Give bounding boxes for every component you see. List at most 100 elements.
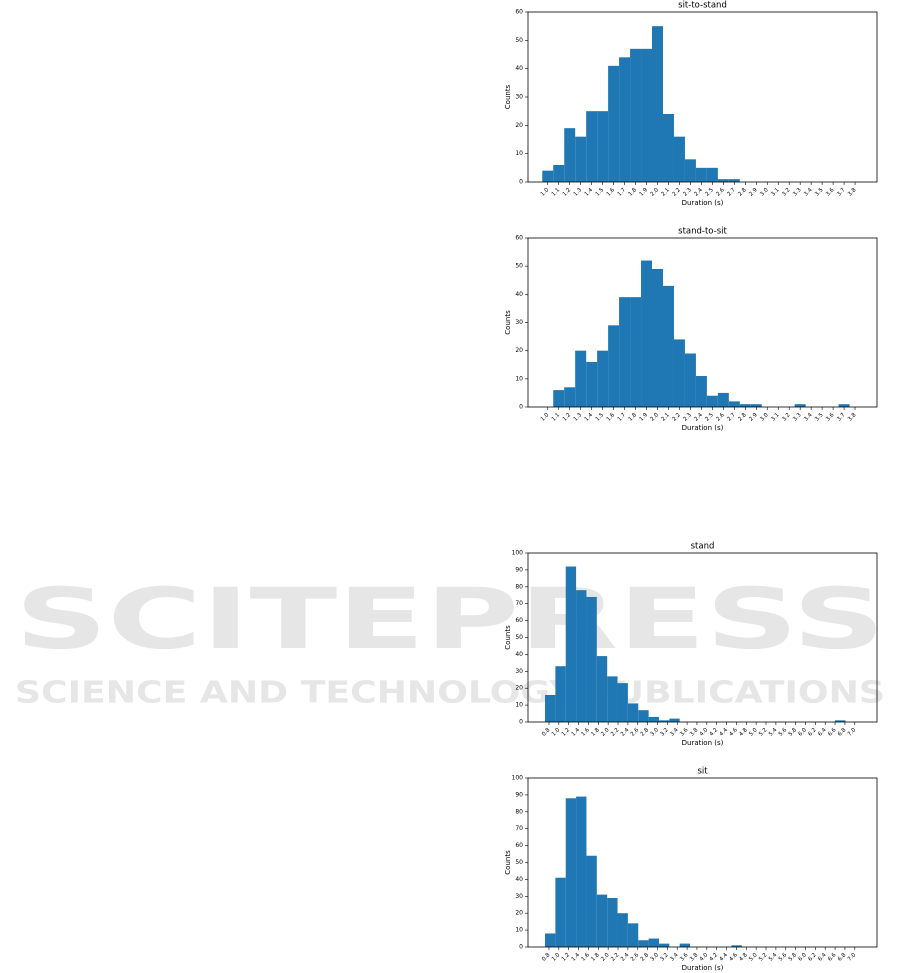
y-tick-label: 60 xyxy=(515,617,523,624)
y-tick-label: 50 xyxy=(515,634,523,641)
x-tick-label: 3.8 xyxy=(689,952,700,963)
y-tick-label: 60 xyxy=(515,235,523,242)
bar xyxy=(608,65,620,182)
bar xyxy=(607,897,618,947)
x-tick-label: 1.6 xyxy=(580,727,591,738)
x-tick-label: 3.0 xyxy=(650,727,661,738)
bar xyxy=(596,894,608,947)
bar xyxy=(630,48,642,183)
x-tick-label: 3.4 xyxy=(669,727,680,738)
x-tick-label: 2.8 xyxy=(640,952,651,963)
y-tick-label: 0 xyxy=(519,944,523,951)
bar xyxy=(596,656,608,722)
x-tick-label: 6.4 xyxy=(817,727,828,738)
x-axis-label: Duration (s) xyxy=(682,199,724,207)
x-tick-label: 4.0 xyxy=(699,727,710,738)
x-tick-label: 3.1 xyxy=(770,412,780,422)
x-tick-label: 2.4 xyxy=(693,187,704,198)
y-tick-label: 80 xyxy=(515,583,523,590)
x-tick-label: 2.2 xyxy=(671,412,681,422)
bar xyxy=(706,395,718,407)
bar xyxy=(658,943,670,947)
x-tick-label: 6.6 xyxy=(827,952,838,963)
y-tick-label: 30 xyxy=(515,94,523,101)
x-tick-label: 6.2 xyxy=(807,952,817,962)
x-tick-label: 2.6 xyxy=(715,412,726,423)
bar xyxy=(617,913,628,947)
x-tick-label: 1.0 xyxy=(551,727,562,738)
bar xyxy=(695,376,707,407)
y-tick-label: 50 xyxy=(515,263,523,270)
y-tick-label: 70 xyxy=(515,825,523,832)
x-tick-label: 6.4 xyxy=(817,952,828,963)
x-tick-label: 3.2 xyxy=(781,412,791,422)
y-tick-label: 10 xyxy=(515,927,523,934)
x-tick-label: 1.5 xyxy=(595,187,606,198)
x-tick-label: 4.2 xyxy=(709,952,719,962)
x-tick-label: 3.4 xyxy=(803,412,814,423)
bar xyxy=(684,353,696,407)
x-tick-label: 4.4 xyxy=(719,727,730,738)
bar xyxy=(838,404,850,407)
bar xyxy=(555,877,566,947)
x-tick-label: 3.2 xyxy=(659,952,669,962)
x-tick-label: 5.6 xyxy=(778,727,789,738)
x-tick-label: 2.0 xyxy=(650,412,661,423)
x-tick-label: 2.9 xyxy=(748,187,759,198)
bar xyxy=(575,136,587,182)
x-tick-label: 3.8 xyxy=(847,412,858,423)
bar xyxy=(564,128,576,182)
x-tick-label: 1.2 xyxy=(562,187,572,197)
bar xyxy=(731,945,742,947)
y-tick-label: 40 xyxy=(515,651,523,658)
bar xyxy=(728,179,740,182)
x-tick-label: 1.9 xyxy=(639,412,650,423)
x-axis-label: Duration (s) xyxy=(682,739,724,747)
x-tick-label: 3.4 xyxy=(803,187,814,198)
x-tick-label: 3.3 xyxy=(792,187,803,198)
bar xyxy=(662,114,674,182)
x-tick-label: 2.2 xyxy=(671,187,681,197)
bar xyxy=(750,404,762,407)
x-tick-label: 3.7 xyxy=(836,187,847,198)
x-tick-label: 1.8 xyxy=(628,412,639,423)
x-tick-label: 1.7 xyxy=(617,187,628,198)
plot-frame xyxy=(527,552,878,723)
bar xyxy=(695,167,707,182)
x-tick-label: 5.2 xyxy=(758,727,768,737)
x-tick-label: 2.5 xyxy=(704,187,715,198)
x-tick-label: 5.8 xyxy=(788,952,799,963)
x-tick-label: 2.0 xyxy=(600,727,611,738)
bar xyxy=(627,923,639,947)
y-tick-label: 20 xyxy=(515,685,523,692)
bar xyxy=(652,26,663,182)
chart-title: stand xyxy=(691,542,715,552)
y-tick-label: 0 xyxy=(519,719,523,726)
y-tick-label: 40 xyxy=(515,876,523,883)
bar xyxy=(684,159,696,182)
x-tick-label: 3.5 xyxy=(814,412,825,423)
bar xyxy=(648,716,659,722)
x-tick-label: 1.9 xyxy=(639,187,650,198)
x-tick-label: 2.0 xyxy=(600,952,611,963)
x-tick-label: 3.6 xyxy=(825,412,836,423)
x-tick-label: 1.6 xyxy=(606,187,617,198)
x-tick-label: 2.7 xyxy=(726,412,737,423)
bar xyxy=(728,401,740,407)
x-tick-label: 5.8 xyxy=(788,727,799,738)
x-tick-label: 0.8 xyxy=(541,727,552,738)
x-tick-label: 2.8 xyxy=(640,727,651,738)
bar xyxy=(597,350,609,407)
x-tick-label: 5.4 xyxy=(768,727,779,738)
x-tick-label: 3.4 xyxy=(669,952,680,963)
y-tick-label: 100 xyxy=(512,550,524,557)
bar xyxy=(586,596,597,722)
y-tick-label: 20 xyxy=(515,122,523,129)
bar xyxy=(586,111,598,182)
y-axis-label: Counts xyxy=(504,310,512,335)
bar xyxy=(576,590,587,722)
y-axis-label: Counts xyxy=(504,625,512,650)
x-tick-label: 2.7 xyxy=(726,187,737,198)
x-tick-label: 1.2 xyxy=(561,952,571,962)
y-tick-label: 50 xyxy=(515,37,523,44)
